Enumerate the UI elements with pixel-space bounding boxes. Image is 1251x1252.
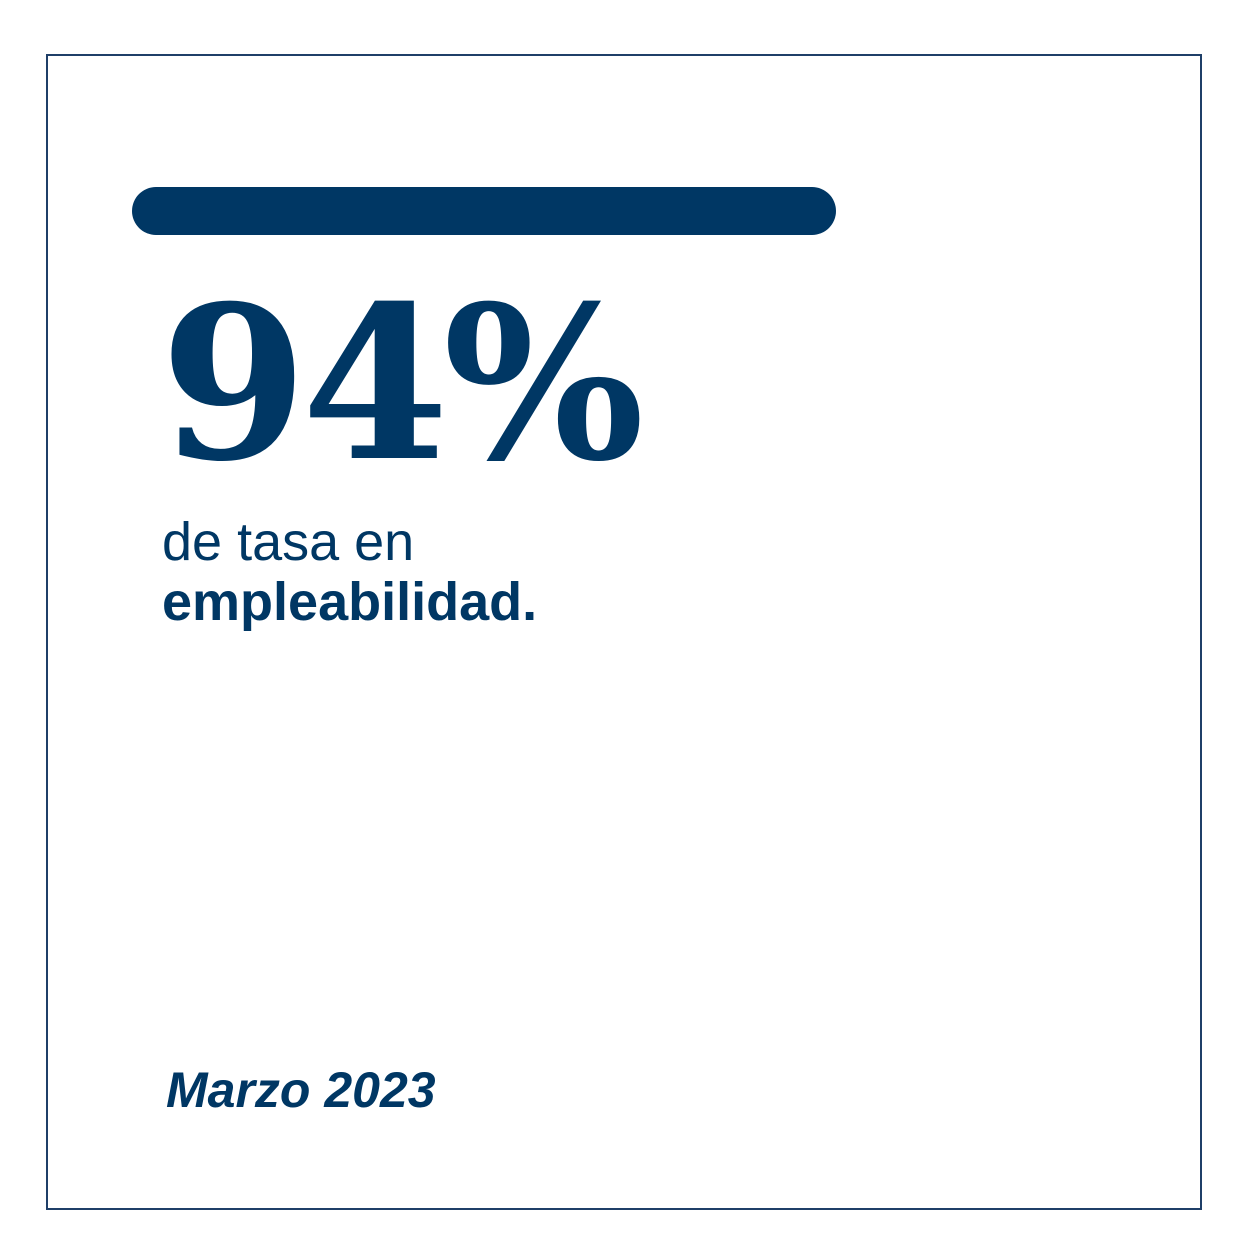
stat-description: de tasa en empleabilidad. [162, 512, 537, 632]
card-frame [46, 54, 1202, 1210]
description-line-2: empleabilidad. [162, 572, 538, 632]
description-line-1: de tasa en [162, 512, 415, 572]
stat-value: 94% [160, 259, 644, 508]
date-label: Marzo 2023 [166, 1062, 436, 1118]
accent-bar [132, 187, 836, 235]
